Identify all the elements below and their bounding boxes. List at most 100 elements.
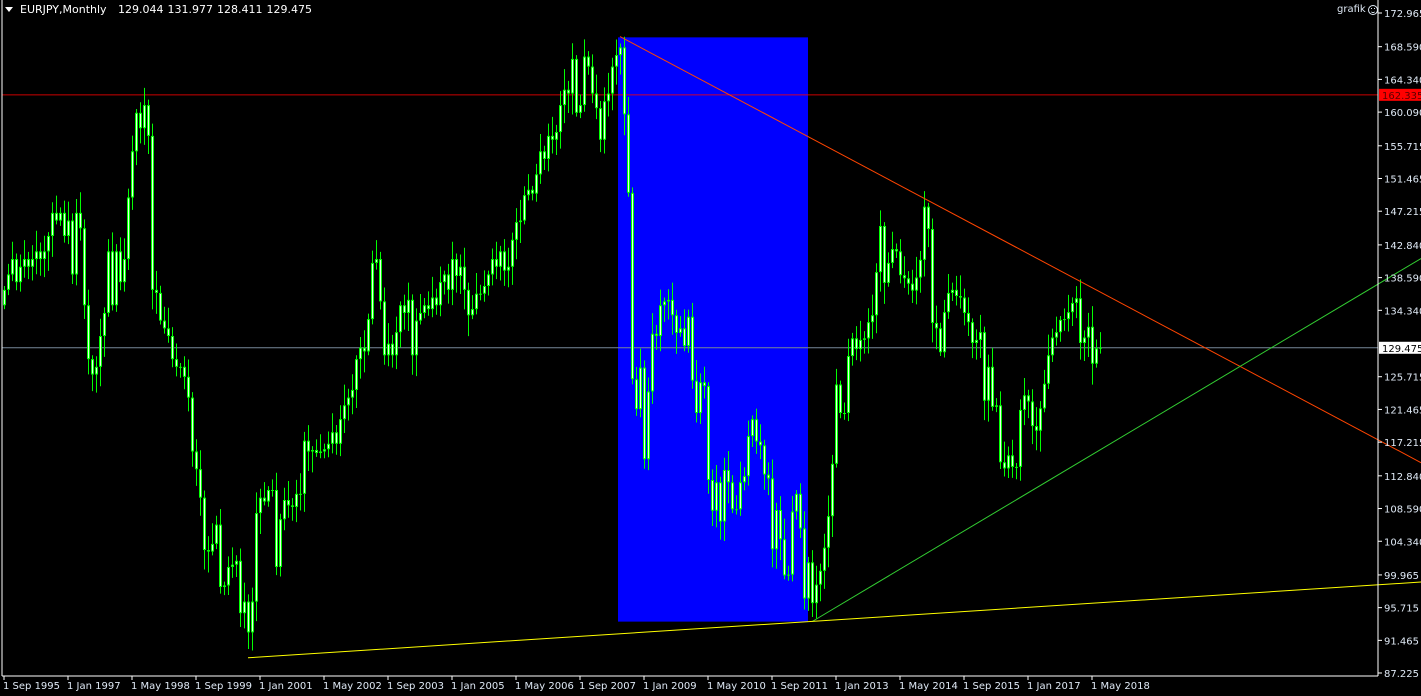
candle-body-center <box>868 323 869 338</box>
expert-advisor-label[interactable]: grafik <box>1337 4 1378 15</box>
candle-body-center <box>172 337 173 359</box>
candle-body-center <box>160 293 161 320</box>
candle-body-center <box>900 252 901 275</box>
price-tick-label: 121.465 <box>1384 405 1421 416</box>
candle-body-center <box>504 252 505 270</box>
candle-body-center <box>284 500 285 519</box>
candle-body-center <box>1092 327 1093 363</box>
candle-body-center <box>528 190 529 195</box>
candle-body-center <box>64 213 65 235</box>
candle-body-center <box>628 115 629 192</box>
candle-body-center <box>92 360 93 374</box>
trendline-support[interactable] <box>811 258 1421 623</box>
trendline-base[interactable] <box>247 581 1421 659</box>
candle-body-center <box>552 136 553 139</box>
candle-body-center <box>360 348 361 359</box>
time-tick-label: 1 Jan 2009 <box>643 681 697 692</box>
candle-body-center <box>188 377 189 397</box>
candle-body-center <box>52 213 53 235</box>
candle-body-center <box>1080 299 1081 342</box>
candle-body-center <box>768 475 769 478</box>
price-tick-label: 112.840 <box>1384 472 1421 483</box>
candle-body-center <box>36 252 37 259</box>
price-tick-label: 142.840 <box>1384 241 1421 252</box>
candle-body-center <box>956 290 957 296</box>
dropdown-triangle-icon[interactable] <box>5 7 13 12</box>
candle-body-center <box>576 59 577 112</box>
candle-body-center <box>1088 327 1089 337</box>
price-tick-label: 108.590 <box>1384 505 1421 516</box>
candle-body-center <box>796 494 797 511</box>
trendline-resistance[interactable] <box>619 36 1421 464</box>
candle-body-center <box>1072 303 1073 312</box>
candle-body-center <box>416 321 417 355</box>
price-tick-label: 160.090 <box>1384 108 1421 119</box>
candle-body-center <box>860 340 861 349</box>
candle-body-center <box>168 329 169 336</box>
candle-body-center <box>940 329 941 352</box>
candle-body-center <box>676 316 677 332</box>
price-tick-label: 117.215 <box>1384 438 1421 449</box>
candle-body-center <box>652 334 653 391</box>
candle-body <box>959 296 962 298</box>
time-tick-label: 1 Sep 2003 <box>387 681 444 692</box>
price-axis[interactable]: 172.965 168.590 164.340 160.090 155.715 151.4… <box>1378 9 1421 680</box>
candle-body-center <box>924 207 925 259</box>
candle-body-center <box>32 260 33 266</box>
candle-body-center <box>220 525 221 586</box>
candle-body <box>1015 466 1018 468</box>
ohlc-low: 128.411 <box>217 3 263 16</box>
candle-body-center <box>40 252 41 259</box>
price-tick-label: 138.590 <box>1384 274 1421 285</box>
candle-body-center <box>328 444 329 449</box>
candle-body-center <box>920 260 921 277</box>
candle-body-center <box>824 548 825 570</box>
candle-body-center <box>56 213 57 220</box>
candle-body-center <box>640 368 641 409</box>
candle-body-center <box>192 398 193 451</box>
candle-body-center <box>252 602 253 632</box>
time-tick-label: 1 Jan 2013 <box>835 681 889 692</box>
candle-body-center <box>604 102 605 139</box>
time-tick-label: 1 Sep 1995 <box>3 681 60 692</box>
candle-body-center <box>60 213 61 220</box>
candle-body-center <box>212 544 213 551</box>
candle-body-center <box>944 313 945 352</box>
candle-body-center <box>408 300 409 312</box>
candle-body-center <box>568 90 569 93</box>
candle-body-center <box>428 306 429 309</box>
candle-body-center <box>1008 456 1009 468</box>
candle-body-center <box>1052 338 1053 355</box>
bid-price-tag <box>1379 341 1421 354</box>
price-tick-label: 95.715 <box>1384 604 1419 615</box>
time-axis[interactable]: 1 Sep 1995 1 Jan 1997 1 May 1998 1 Sep 1999… <box>3 676 1150 692</box>
candle-body-center <box>388 344 389 355</box>
candle-body-center <box>980 333 981 339</box>
price-tick-label: 147.215 <box>1384 207 1421 218</box>
candle-body-center <box>936 323 937 328</box>
candle-body-center <box>884 226 885 282</box>
candle-body-center <box>140 113 141 128</box>
candle-body-center <box>712 480 713 510</box>
symbol-timeframe: EURJPY,Monthly <box>20 3 107 16</box>
candle-body-center <box>268 490 269 501</box>
price-tick-label: 87.225 <box>1384 669 1419 680</box>
candle-body-center <box>1012 456 1013 466</box>
candle-body-center <box>316 450 317 453</box>
candle-body-center <box>784 540 785 575</box>
candle-body-center <box>136 113 137 151</box>
candle-body-center <box>1036 427 1037 430</box>
candle-body-center <box>692 317 693 380</box>
candle-body-center <box>1004 463 1005 468</box>
candle-body-center <box>72 221 73 274</box>
bid-price: 129.475 <box>1382 344 1421 355</box>
candle-body-center <box>348 398 349 405</box>
candle-body-center <box>8 275 9 289</box>
candle-body-center <box>264 498 265 501</box>
price-tick-label: 104.340 <box>1384 537 1421 548</box>
candle-body-center <box>336 433 337 443</box>
candle-body-center <box>916 278 917 290</box>
price-tick-label: 91.465 <box>1384 636 1419 647</box>
candle-body-center <box>1000 406 1001 462</box>
